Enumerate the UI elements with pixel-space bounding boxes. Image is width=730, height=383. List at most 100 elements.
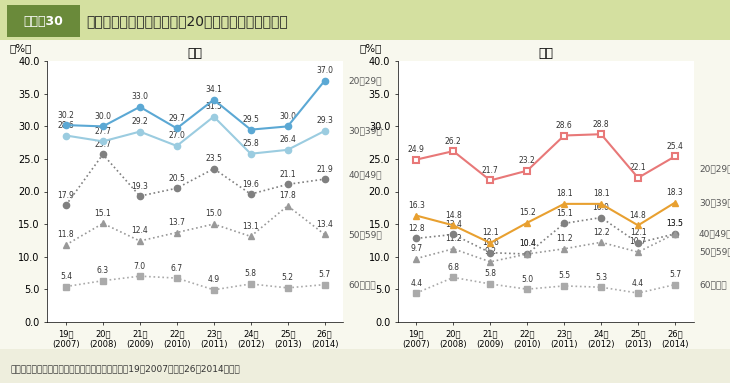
Text: 12.4: 12.4 [131, 226, 148, 236]
Bar [0, 0, 730, 40]
Text: 13.7: 13.7 [169, 218, 185, 227]
Text: 18.3: 18.3 [666, 188, 683, 197]
Text: 4.4: 4.4 [632, 278, 644, 288]
Text: 5.0: 5.0 [521, 275, 533, 283]
Text: 5.3: 5.3 [595, 273, 607, 282]
Text: 28.8: 28.8 [593, 119, 610, 129]
Text: 13.4: 13.4 [316, 220, 333, 229]
Text: 16.0: 16.0 [593, 203, 610, 212]
Text: 30・39歳: 30・39歳 [349, 126, 383, 136]
Text: 22.1: 22.1 [630, 163, 646, 172]
Text: 5.7: 5.7 [669, 270, 681, 279]
Bar [0, 40, 730, 349]
Text: 20・29歳: 20・29歳 [699, 164, 730, 173]
Text: 26.4: 26.4 [280, 135, 296, 144]
Text: 27.7: 27.7 [94, 127, 111, 136]
Text: 50・59歳: 50・59歳 [699, 247, 730, 257]
Text: 40・49歳: 40・49歳 [699, 229, 730, 238]
Text: 21.9: 21.9 [316, 165, 333, 173]
Text: 34.1: 34.1 [205, 85, 222, 94]
Text: 4.4: 4.4 [410, 278, 423, 288]
Text: 20・29歳: 20・29歳 [349, 76, 382, 85]
Text: 19.6: 19.6 [242, 180, 259, 188]
FancyBboxPatch shape [7, 5, 80, 37]
Text: 12.2: 12.2 [593, 228, 610, 237]
Text: 9.7: 9.7 [410, 244, 423, 253]
Text: 15.1: 15.1 [556, 209, 572, 218]
Text: 12.1: 12.1 [482, 228, 499, 237]
Text: 30.0: 30.0 [279, 112, 296, 121]
Text: 5.2: 5.2 [282, 273, 293, 282]
Text: 10.4: 10.4 [519, 239, 536, 249]
Text: 21.7: 21.7 [482, 166, 499, 175]
Text: 50・59歳: 50・59歳 [349, 230, 383, 239]
Text: 5.8: 5.8 [484, 269, 496, 278]
Text: 23.5: 23.5 [205, 154, 222, 163]
Text: 29.2: 29.2 [131, 117, 148, 126]
Text: 朝食の欠食率の年次推移（20歳以上）（年次推移）: 朝食の欠食率の年次推移（20歳以上）（年次推移） [86, 14, 288, 28]
Text: 15.0: 15.0 [205, 210, 222, 218]
Text: 24.9: 24.9 [408, 145, 425, 154]
Text: 12.1: 12.1 [630, 228, 646, 237]
Text: 31.5: 31.5 [205, 102, 222, 111]
Text: 26.2: 26.2 [445, 137, 461, 146]
Text: 29.3: 29.3 [316, 116, 333, 125]
Text: 20.5: 20.5 [169, 173, 185, 183]
Text: 25.4: 25.4 [666, 142, 683, 151]
Text: 17.9: 17.9 [58, 191, 74, 200]
Text: （%）: （%） [9, 43, 31, 54]
Text: 60歳以上: 60歳以上 [349, 280, 376, 289]
Text: 23.2: 23.2 [519, 156, 536, 165]
Text: 25.7: 25.7 [94, 140, 111, 149]
Text: 25.8: 25.8 [242, 139, 259, 148]
Text: 5.4: 5.4 [60, 272, 72, 281]
Text: 13.1: 13.1 [242, 222, 259, 231]
Text: 40・49歳: 40・49歳 [349, 171, 382, 180]
Text: 5.7: 5.7 [318, 270, 331, 279]
Text: 30・39歳: 30・39歳 [699, 198, 730, 207]
Text: 9.2: 9.2 [484, 247, 496, 256]
Text: （%）: （%） [359, 43, 382, 54]
Text: 28.6: 28.6 [556, 121, 572, 130]
Text: 5.5: 5.5 [558, 271, 570, 280]
Text: 14.8: 14.8 [445, 211, 461, 220]
Text: 4.9: 4.9 [208, 275, 220, 284]
Text: 37.0: 37.0 [316, 66, 333, 75]
Text: 17.8: 17.8 [280, 191, 296, 200]
Text: 15.1: 15.1 [94, 209, 111, 218]
Text: 11.2: 11.2 [556, 234, 572, 243]
Text: 11.8: 11.8 [58, 230, 74, 239]
Title: 女性: 女性 [538, 47, 553, 60]
Text: 13.5: 13.5 [666, 219, 683, 228]
Text: 10.6: 10.6 [482, 238, 499, 247]
Text: 21.1: 21.1 [280, 170, 296, 179]
Text: 13.4: 13.4 [445, 220, 461, 229]
Text: 6.8: 6.8 [447, 263, 459, 272]
Text: 14.8: 14.8 [630, 211, 647, 220]
Title: 男性: 男性 [188, 47, 203, 60]
Text: 16.3: 16.3 [408, 201, 425, 210]
Text: 6.7: 6.7 [171, 264, 182, 273]
Text: 資料：厚生労働省「国民健康・栄養調査」（平成19（2007）年～26（2014）年）: 資料：厚生労働省「国民健康・栄養調査」（平成19（2007）年～26（2014）… [11, 365, 241, 373]
Text: 60歳以上: 60歳以上 [699, 280, 726, 289]
Text: 図表－30: 図表－30 [24, 15, 64, 28]
Text: 29.7: 29.7 [169, 114, 185, 123]
Text: 12.8: 12.8 [408, 224, 425, 233]
Text: 10.7: 10.7 [630, 237, 647, 247]
Text: 7.0: 7.0 [134, 262, 146, 270]
Text: 30.2: 30.2 [58, 111, 74, 119]
Text: 10.4: 10.4 [519, 239, 536, 249]
Text: 18.1: 18.1 [593, 189, 610, 198]
Text: 28.6: 28.6 [58, 121, 74, 130]
Text: 11.2: 11.2 [445, 234, 461, 243]
Text: 29.5: 29.5 [242, 115, 259, 124]
Text: 15.2: 15.2 [519, 208, 536, 217]
Text: 6.3: 6.3 [97, 266, 109, 275]
Text: 27.0: 27.0 [169, 131, 185, 140]
Text: 5.8: 5.8 [245, 269, 257, 278]
Text: 33.0: 33.0 [131, 92, 148, 101]
Text: 30.0: 30.0 [94, 112, 112, 121]
Text: 13.5: 13.5 [666, 219, 683, 228]
Text: 19.3: 19.3 [131, 182, 148, 190]
Text: 18.1: 18.1 [556, 189, 572, 198]
